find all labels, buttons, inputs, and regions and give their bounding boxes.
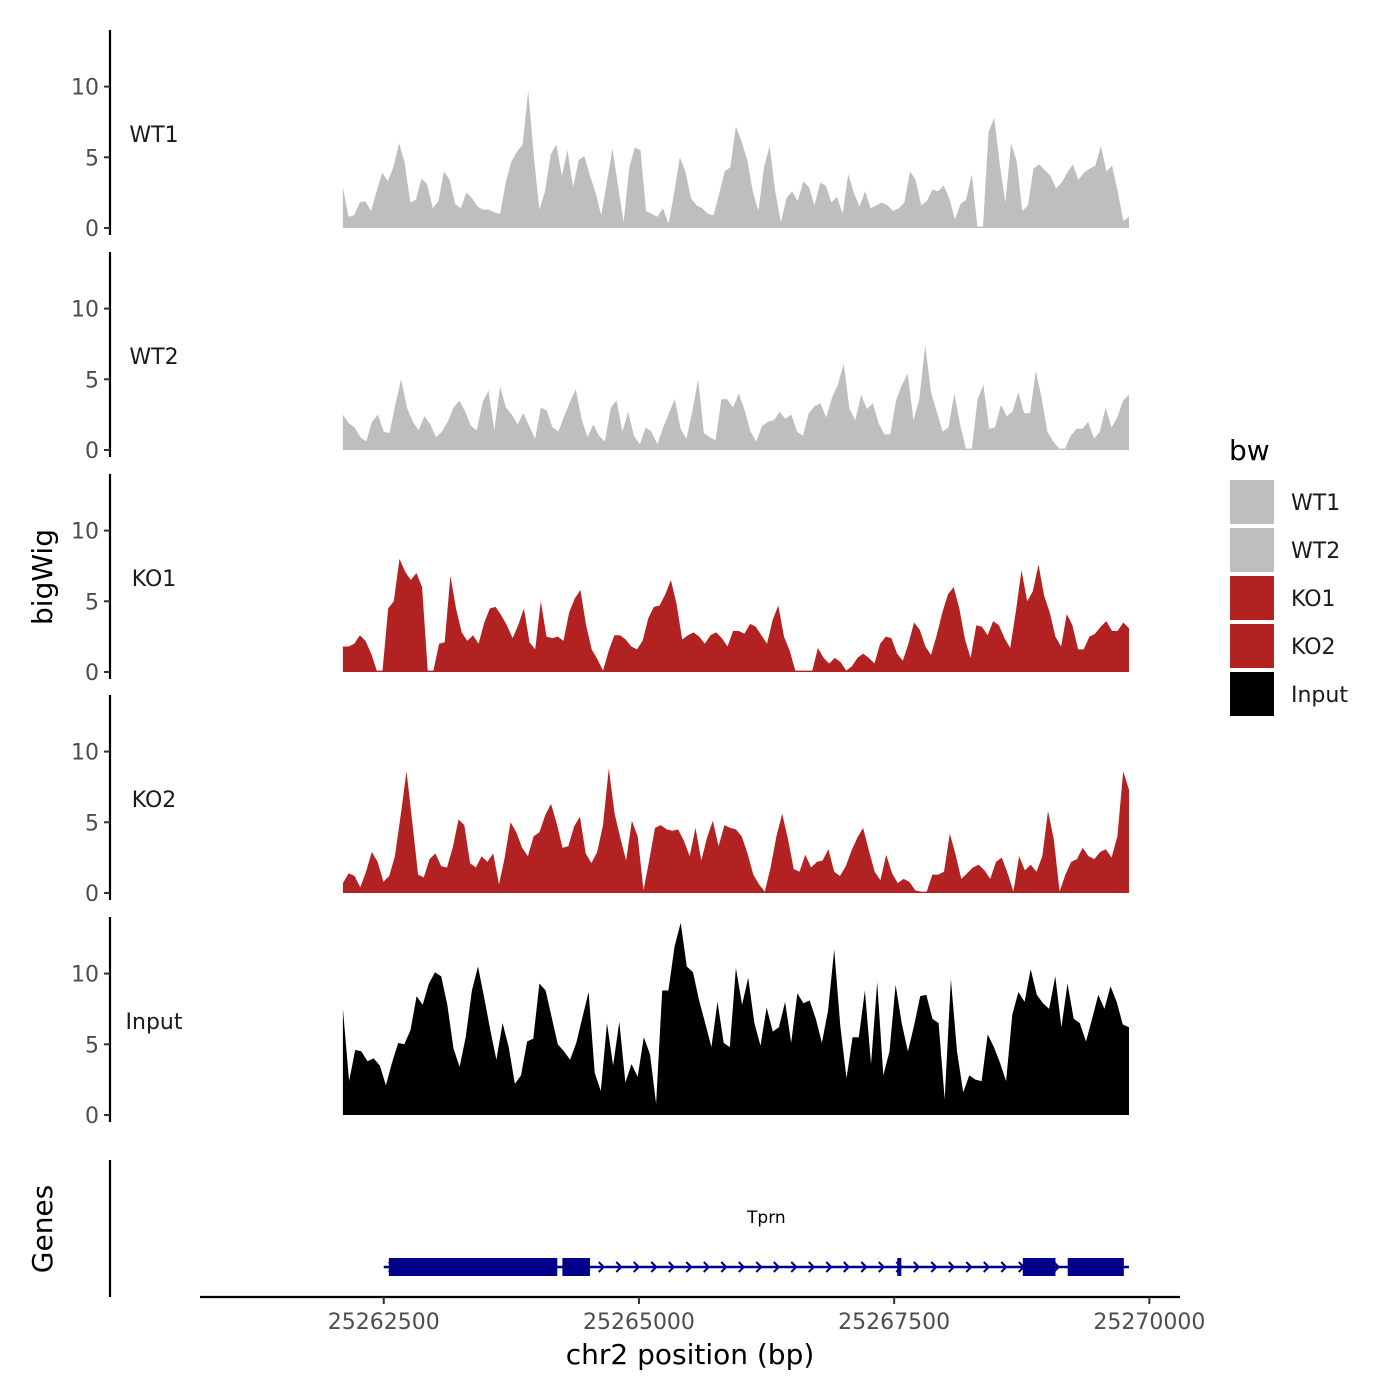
x-axis: 25262500 25265000 25267500 25270000 (200, 1295, 1205, 1335)
coverage-area-ko1 (342, 558, 1129, 672)
genes-layer: Tprn (108, 1160, 1129, 1297)
y-tick-label: 10 (71, 963, 99, 988)
strand-chevron (650, 1261, 658, 1273)
gene-exon (388, 1258, 558, 1276)
strand-chevron (948, 1261, 956, 1273)
strand-chevron (965, 1261, 973, 1273)
x-tick-label: 25267500 (838, 1310, 950, 1335)
legend-swatch (1230, 576, 1274, 620)
y-tick-label: 5 (85, 146, 99, 171)
track-label: KO2 (132, 788, 177, 813)
gene-tprn: Tprn (383, 1208, 1129, 1276)
strand-chevron (668, 1261, 676, 1273)
tracks-layer: 0 5 10 WT1 0 5 10 WT2 0 5 10 KO1 0 5 10 KO2 0 5 10 Input (71, 30, 1129, 1129)
gene-exon (562, 1258, 590, 1276)
strand-chevron (825, 1261, 833, 1273)
strand-chevron (598, 1261, 606, 1273)
x-axis-title: chr2 position (bp) (566, 1338, 815, 1371)
legend-item-ko1: KO1 (1230, 576, 1336, 620)
strand-chevron (983, 1261, 991, 1273)
track-ko1: 0 5 10 KO1 (71, 474, 1129, 686)
y-tick-label: 5 (85, 1033, 99, 1058)
strand-chevron (720, 1261, 728, 1273)
strand-chevron (615, 1261, 623, 1273)
y-tick-label: 0 (85, 217, 99, 242)
x-tick-label: 25262500 (328, 1310, 440, 1335)
strand-chevron (913, 1261, 921, 1273)
legend-swatch (1230, 624, 1274, 668)
track-label: WT2 (129, 345, 178, 370)
strand-chevron (878, 1261, 886, 1273)
y-tick-label: 10 (71, 741, 99, 766)
strand-chevron (755, 1261, 763, 1273)
gene-name-label: Tprn (746, 1208, 786, 1228)
y-tick-label: 0 (85, 661, 99, 686)
track-wt2: 0 5 10 WT2 (71, 252, 1129, 464)
strand-chevron (930, 1261, 938, 1273)
coverage-area-wt1 (342, 90, 1129, 228)
strand-chevron (738, 1261, 746, 1273)
y-tick-label: 0 (85, 439, 99, 464)
coverage-area-wt2 (342, 345, 1129, 450)
strand-chevron (703, 1261, 711, 1273)
y-tick-label: 5 (85, 590, 99, 615)
coverage-area-ko2 (342, 768, 1129, 893)
legend-swatch (1230, 480, 1274, 524)
legend-label: Input (1291, 683, 1348, 708)
legend-label: KO1 (1291, 587, 1336, 612)
legend-label: KO2 (1291, 635, 1336, 660)
x-tick-label: 25265000 (583, 1310, 695, 1335)
legend-item-wt2: WT2 (1230, 528, 1340, 572)
y-axis-title: bigWig (26, 529, 59, 625)
track-label: WT1 (129, 123, 178, 148)
gene-exon (1067, 1258, 1124, 1276)
legend-swatch (1230, 672, 1274, 716)
track-input: 0 5 10 Input (71, 917, 1129, 1129)
gene-exon (1022, 1258, 1056, 1276)
y-tick-label: 10 (71, 298, 99, 323)
y-tick-label: 5 (85, 368, 99, 393)
legend-label: WT1 (1291, 491, 1340, 516)
strand-chevron (790, 1261, 798, 1273)
strand-chevron (633, 1261, 641, 1273)
strand-chevron (773, 1261, 781, 1273)
coverage-area-input (342, 922, 1129, 1115)
genes-track-title: Genes (26, 1185, 59, 1273)
strand-chevron (843, 1261, 851, 1273)
y-tick-label: 0 (85, 1104, 99, 1129)
y-tick-label: 10 (71, 76, 99, 101)
strand-chevron (685, 1261, 693, 1273)
track-wt1: 0 5 10 WT1 (71, 30, 1129, 242)
y-tick-label: 10 (71, 520, 99, 545)
gene-exon (897, 1258, 902, 1276)
legend-label: WT2 (1291, 539, 1340, 564)
track-label: Input (126, 1010, 183, 1035)
y-tick-label: 0 (85, 882, 99, 907)
legend-item-ko2: KO2 (1230, 624, 1336, 668)
legend: bw WT1 WT2 KO1 KO2 Input (1229, 434, 1348, 716)
legend-title: bw (1229, 434, 1270, 467)
legend-item-wt1: WT1 (1230, 480, 1340, 524)
track-ko2: 0 5 10 KO2 (71, 695, 1129, 907)
legend-item-input: Input (1230, 672, 1348, 716)
y-tick-label: 5 (85, 811, 99, 836)
track-label: KO1 (132, 567, 177, 592)
strand-chevron (1000, 1261, 1008, 1273)
legend-swatch (1230, 528, 1274, 572)
strand-chevron (860, 1261, 868, 1273)
strand-chevron (808, 1261, 816, 1273)
x-tick-label: 25270000 (1093, 1310, 1205, 1335)
